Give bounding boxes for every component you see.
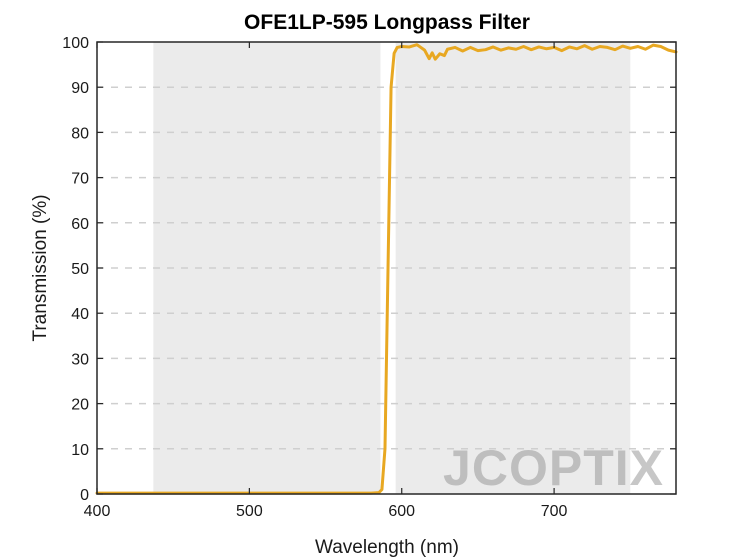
y-tick-label: 0 — [80, 487, 89, 504]
y-tick-label: 30 — [71, 351, 89, 368]
y-tick-label: 40 — [71, 306, 89, 323]
x-axis-label: Wavelength (nm) — [315, 537, 459, 558]
y-tick-label: 70 — [71, 171, 89, 188]
y-tick-label: 50 — [71, 261, 89, 278]
y-tick-label: 100 — [62, 35, 89, 52]
gridlines — [97, 86, 676, 450]
x-tick-label: 700 — [541, 503, 568, 520]
x-tick-label: 500 — [236, 503, 263, 520]
y-tick-label: 60 — [71, 216, 89, 233]
chart-title: OFE1LP-595 Longpass Filter — [244, 11, 530, 34]
x-tick-label: 400 — [84, 503, 111, 520]
series-line-1 — [95, 43, 678, 495]
y-axis-ticks: 0 10 20 30 40 50 60 70 80 90 100 — [62, 35, 676, 504]
x-axis-ticks: 400 500 600 700 — [84, 42, 568, 520]
y-tick-label: 10 — [71, 442, 89, 459]
y-axis-label: Transmission (%) — [30, 194, 51, 341]
y-tick-label: 90 — [71, 80, 89, 97]
y-tick-label: 80 — [71, 125, 89, 142]
series-layer — [95, 43, 678, 495]
x-tick-label: 600 — [388, 503, 415, 520]
shaded-band-2 — [395, 42, 631, 494]
watermark: JCOPTIX — [443, 440, 664, 496]
y-tick-label: 20 — [71, 397, 89, 414]
